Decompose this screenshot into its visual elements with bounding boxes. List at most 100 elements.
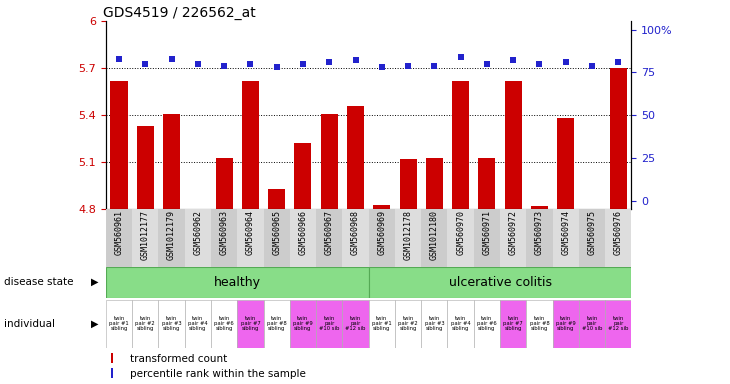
- Bar: [504, 81, 522, 209]
- Bar: [342, 300, 369, 348]
- Bar: [294, 144, 312, 209]
- Point: [481, 61, 493, 67]
- Text: GSM560963: GSM560963: [220, 210, 228, 255]
- Bar: [211, 300, 237, 348]
- Bar: [474, 300, 500, 348]
- Text: disease state: disease state: [4, 277, 73, 287]
- Bar: [132, 300, 158, 348]
- Point: [560, 59, 572, 65]
- Point: [612, 59, 624, 65]
- Bar: [579, 300, 605, 348]
- Text: GSM1012178: GSM1012178: [404, 210, 412, 260]
- Text: twin
pair #9
sibling: twin pair #9 sibling: [556, 316, 576, 331]
- Point: [455, 54, 466, 60]
- Text: GSM560970: GSM560970: [456, 210, 465, 255]
- Bar: [185, 209, 211, 267]
- Bar: [163, 114, 180, 209]
- Bar: [290, 209, 316, 267]
- Text: twin
pair
#10 sib: twin pair #10 sib: [582, 316, 602, 331]
- Bar: [579, 209, 605, 267]
- Text: twin
pair #3
sibling: twin pair #3 sibling: [425, 316, 444, 331]
- Bar: [553, 300, 579, 348]
- Point: [192, 61, 204, 67]
- Bar: [605, 209, 631, 267]
- Bar: [421, 209, 447, 267]
- Point: [113, 56, 125, 62]
- Bar: [610, 68, 627, 209]
- Bar: [347, 106, 364, 209]
- Text: twin
pair #7
sibling: twin pair #7 sibling: [503, 316, 523, 331]
- Text: percentile rank within the sample: percentile rank within the sample: [129, 369, 305, 379]
- Bar: [553, 209, 579, 267]
- Text: twin
pair
#12 sib: twin pair #12 sib: [608, 316, 629, 331]
- Text: healthy: healthy: [214, 276, 261, 289]
- Text: GSM560975: GSM560975: [588, 210, 596, 255]
- Text: twin
pair #1
sibling: twin pair #1 sibling: [109, 316, 129, 331]
- Bar: [447, 209, 474, 267]
- Bar: [237, 300, 264, 348]
- Bar: [215, 157, 233, 209]
- Text: transformed count: transformed count: [129, 354, 227, 364]
- Text: twin
pair #4
sibling: twin pair #4 sibling: [188, 316, 208, 331]
- Point: [271, 64, 283, 70]
- Text: twin
pair #3
sibling: twin pair #3 sibling: [162, 316, 181, 331]
- Point: [507, 57, 519, 63]
- Bar: [369, 209, 395, 267]
- Bar: [447, 300, 474, 348]
- Bar: [106, 300, 132, 348]
- Bar: [373, 205, 391, 209]
- Bar: [531, 206, 548, 209]
- Text: GSM560972: GSM560972: [509, 210, 518, 255]
- Bar: [500, 300, 526, 348]
- Text: twin
pair #9
sibling: twin pair #9 sibling: [293, 316, 313, 331]
- Bar: [395, 209, 421, 267]
- Text: twin
pair
#10 sib: twin pair #10 sib: [319, 316, 339, 331]
- Bar: [158, 300, 185, 348]
- Text: twin
pair #1
sibling: twin pair #1 sibling: [372, 316, 392, 331]
- Bar: [369, 267, 631, 298]
- Bar: [526, 300, 553, 348]
- Bar: [316, 209, 342, 267]
- Point: [402, 63, 414, 69]
- Point: [245, 61, 256, 67]
- Text: GSM560968: GSM560968: [351, 210, 360, 255]
- Point: [376, 64, 388, 70]
- Text: twin
pair #2
sibling: twin pair #2 sibling: [135, 316, 155, 331]
- Text: twin
pair
#12 sib: twin pair #12 sib: [345, 316, 366, 331]
- Bar: [316, 300, 342, 348]
- Bar: [395, 300, 421, 348]
- Text: twin
pair #8
sibling: twin pair #8 sibling: [266, 316, 287, 331]
- Bar: [426, 157, 443, 209]
- Bar: [264, 209, 290, 267]
- Text: GSM1012180: GSM1012180: [430, 210, 439, 260]
- Text: twin
pair #6
sibling: twin pair #6 sibling: [214, 316, 234, 331]
- Bar: [369, 300, 395, 348]
- Point: [429, 63, 440, 69]
- Bar: [264, 300, 290, 348]
- Bar: [158, 209, 185, 267]
- Bar: [189, 209, 207, 211]
- Point: [323, 59, 335, 65]
- Text: twin
pair #6
sibling: twin pair #6 sibling: [477, 316, 497, 331]
- Point: [350, 57, 361, 63]
- Bar: [557, 118, 575, 209]
- Bar: [110, 81, 128, 209]
- Bar: [478, 157, 496, 209]
- Text: GSM560967: GSM560967: [325, 210, 334, 255]
- Bar: [106, 209, 132, 267]
- Text: GSM560969: GSM560969: [377, 210, 386, 255]
- Bar: [399, 159, 417, 209]
- Bar: [421, 300, 447, 348]
- Bar: [111, 368, 112, 378]
- Bar: [242, 81, 259, 209]
- Text: ▶: ▶: [91, 318, 99, 329]
- Bar: [605, 300, 631, 348]
- Bar: [342, 209, 369, 267]
- Text: GSM560966: GSM560966: [299, 210, 307, 255]
- Text: GSM1012179: GSM1012179: [167, 210, 176, 260]
- Point: [534, 61, 545, 67]
- Point: [166, 56, 177, 62]
- Bar: [500, 209, 526, 267]
- Bar: [106, 267, 369, 298]
- Text: GSM560976: GSM560976: [614, 210, 623, 255]
